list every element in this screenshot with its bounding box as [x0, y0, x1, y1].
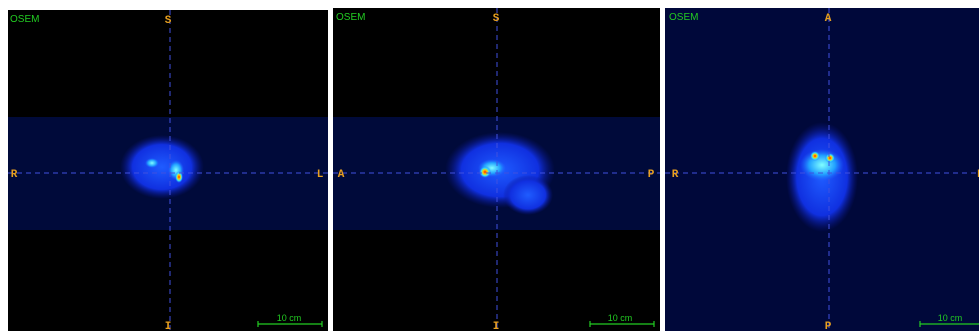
hotspot [479, 166, 491, 178]
panel-coronal[interactable]: OSEM S I R L 10 cm [8, 10, 328, 331]
orientation: A [338, 169, 345, 181]
viewer: OSEM S I R L 10 cm OSEM S I A P 10 cm OS… [0, 0, 979, 331]
recon-label: OSEM [336, 12, 365, 23]
hotspot [825, 153, 835, 163]
panel-sagittal[interactable]: OSEM S I A P 10 cm [333, 8, 660, 331]
hotspot [145, 158, 159, 168]
brain [503, 175, 553, 215]
orientation: L [317, 169, 324, 181]
page: {"panels": [ {"label": "OSEM", "top": "S… [0, 0, 979, 331]
panel-axial[interactable]: OSEM A P R L 10 cm [665, 8, 979, 331]
scale-label: 10 cm [608, 313, 633, 323]
orientation: S [165, 15, 172, 27]
hotspot [810, 151, 820, 161]
orientation: R [672, 169, 679, 181]
orientation: I [165, 321, 172, 331]
orientation: I [493, 321, 500, 331]
recon-label: OSEM [10, 14, 39, 25]
orientation: P [648, 169, 655, 181]
hotspot [800, 149, 844, 181]
orientation: A [825, 13, 832, 25]
brain [120, 135, 204, 199]
orientation: R [11, 169, 18, 181]
orientation: P [825, 321, 832, 331]
orientation: S [493, 13, 500, 25]
scale-label: 10 cm [938, 313, 963, 323]
recon-label: OSEM [669, 12, 698, 23]
scale-label: 10 cm [277, 313, 302, 323]
